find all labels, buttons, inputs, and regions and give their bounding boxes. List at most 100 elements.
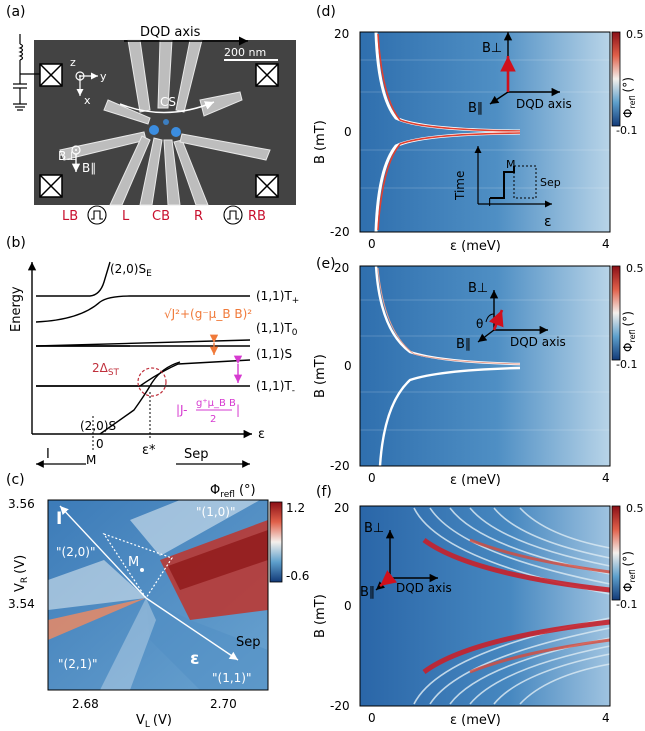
panel-label-a: (a): [6, 4, 26, 20]
panel-d: (d) B⊥ B∥ DQD axis Time M I Sep ε 0.5 -0…: [313, 4, 644, 254]
axis-z-label: z: [70, 56, 76, 69]
cs-label: CS: [160, 95, 176, 109]
ytick-e-2: -20: [330, 459, 350, 473]
resonator-circuit-icon: [13, 34, 40, 111]
xtick-f-0: 0: [368, 711, 376, 725]
map-f: [360, 506, 610, 706]
pulse-eps-label: ε: [544, 214, 552, 230]
energy-axis-label: Energy: [9, 286, 24, 332]
panel-label-e: (e): [316, 256, 336, 272]
colorbar-min-c: -0.6: [286, 569, 309, 583]
xtick-d-1: 4: [602, 237, 610, 251]
b-perp-label-e: B⊥: [468, 281, 488, 296]
delta-st-label: 2ΔST: [92, 361, 120, 378]
colorbar-max-c: 1.2: [286, 501, 305, 515]
label-m-c: M: [128, 555, 139, 570]
ytick-f-2: -20: [330, 699, 350, 713]
ytick-f-0: 20: [334, 501, 349, 515]
b-perp-label-d: B⊥: [482, 41, 502, 56]
dqd-axis-label-f: DQD axis: [396, 581, 452, 595]
pulse-i-label: I: [488, 196, 491, 209]
xlabel-f: ε (meV): [450, 713, 501, 728]
ytick-c-1: 3.54: [8, 597, 35, 611]
panel-label-b: (b): [6, 235, 26, 251]
tick-zero: 0: [96, 437, 104, 451]
tick-eps-star: ε*: [142, 443, 156, 458]
level-t-plus: (1,1)T+: [256, 289, 299, 306]
pulse-m-label: M: [506, 158, 516, 171]
colorbar-min-f: -0.1: [616, 598, 637, 611]
xlabel-e: ε (meV): [450, 473, 501, 488]
quantum-dot-right: [171, 127, 181, 137]
region-20: "(2,0)": [56, 545, 96, 559]
level-s-11: (1,1)S: [256, 347, 292, 361]
svg-text:|J-: |J-: [176, 403, 187, 417]
ylabel-d: B (mT): [313, 120, 328, 164]
colorbar-min-d: -0.1: [616, 124, 637, 137]
panel-label-d: (d): [316, 4, 336, 20]
colorbar-min-e: -0.1: [616, 358, 637, 371]
xtick-c-0: 2.68: [72, 697, 99, 711]
b-perp-label-a: B⊥: [58, 149, 77, 163]
panel-b: (b) Energy ε (2,0)SE (1,1)T+ (1,1)T0 (1,…: [6, 235, 299, 468]
b-par-label-a: B∥: [82, 161, 96, 175]
svg-text:2: 2: [210, 414, 216, 425]
svg-text:g⁺μ_B B: g⁺μ_B B: [196, 398, 236, 409]
panel-label-f: (f): [316, 484, 332, 500]
b-par-label-e: B∥: [456, 337, 471, 352]
colorbar-label-c: Φrefl (°): [210, 483, 256, 500]
colorbar-max-d: 0.5: [626, 28, 644, 41]
xtick-e-0: 0: [368, 471, 376, 485]
map-e: [360, 266, 610, 466]
dqd-axis-label-d: DQD axis: [516, 97, 572, 111]
resonance-lower-f: [422, 619, 611, 675]
xlabel-d: ε (meV): [450, 239, 501, 254]
time-label-d: Time: [453, 171, 467, 201]
gap-expression-t0: √J²+(g⁻μ_B B)²: [164, 307, 252, 321]
ytick-d-0: 20: [334, 27, 349, 41]
region-10: "(1,0)": [196, 505, 236, 519]
region-11: "(1,1)": [212, 671, 252, 685]
pulse-icons: [87, 205, 243, 225]
panel-c: (c) Φrefl (°) M I Sep ε "(1,0)" "(2,0)" "…: [6, 472, 309, 730]
fringes-upper-f: [413, 507, 611, 595]
colorbar-label-e: Φrefl(°): [621, 311, 637, 352]
level-t-minus: (1,1)T-: [256, 379, 295, 396]
xtick-f-1: 4: [602, 711, 610, 725]
resonance-lower-e: [378, 366, 521, 467]
region-21: "(2,1)": [58, 657, 98, 671]
ytick-c-0: 3.56: [8, 497, 35, 511]
xtick-c-1: 2.70: [210, 697, 237, 711]
colorbar-label-d: Φrefl(°): [621, 77, 637, 118]
gate-label-lb: LB: [62, 209, 78, 224]
b-perp-label-f: B⊥: [364, 521, 384, 536]
level-t-zero: (1,1)T0: [256, 321, 298, 338]
colorbar-label-f: Φrefl(°): [621, 551, 637, 592]
ytick-e-1: 0: [344, 359, 352, 373]
colorbar-f: [611, 505, 621, 601]
b-par-label-d: B∥: [468, 101, 483, 116]
colorbar-e: [611, 265, 621, 361]
gate-label-l: L: [122, 209, 130, 224]
map-d: [360, 32, 610, 232]
ylabel-e: B (mT): [313, 354, 328, 398]
dqd-axis-label-a: DQD axis: [140, 25, 201, 40]
top-gates: [103, 39, 243, 125]
energy-levels: [35, 261, 251, 435]
anticrossing-circle: [137, 367, 167, 397]
resonance-upper-f: [422, 537, 611, 593]
panel-e: (e) B⊥ θ B∥ DQD axis 0.5 -0.1 Φrefl(°) 2…: [313, 256, 644, 488]
label-eps-c: ε: [190, 649, 199, 669]
scale-bar-label: 200 nm: [224, 46, 266, 59]
dqd-axis-label-e: DQD axis: [510, 335, 566, 349]
gate-label-cb: CB: [152, 209, 170, 224]
gap-expression-tminus: |J- g⁺μ_B B 2 |: [176, 398, 240, 425]
axis-x-label: x: [84, 94, 91, 107]
arrow-label-i: I: [46, 447, 50, 462]
colorbar-max-f: 0.5: [626, 502, 644, 515]
arrow-label-sep: Sep: [184, 447, 209, 462]
ytick-d-2: -20: [330, 225, 350, 239]
xtick-d-0: 0: [368, 237, 376, 251]
axis-y-label: y: [100, 70, 107, 83]
xtick-e-1: 4: [602, 471, 610, 485]
